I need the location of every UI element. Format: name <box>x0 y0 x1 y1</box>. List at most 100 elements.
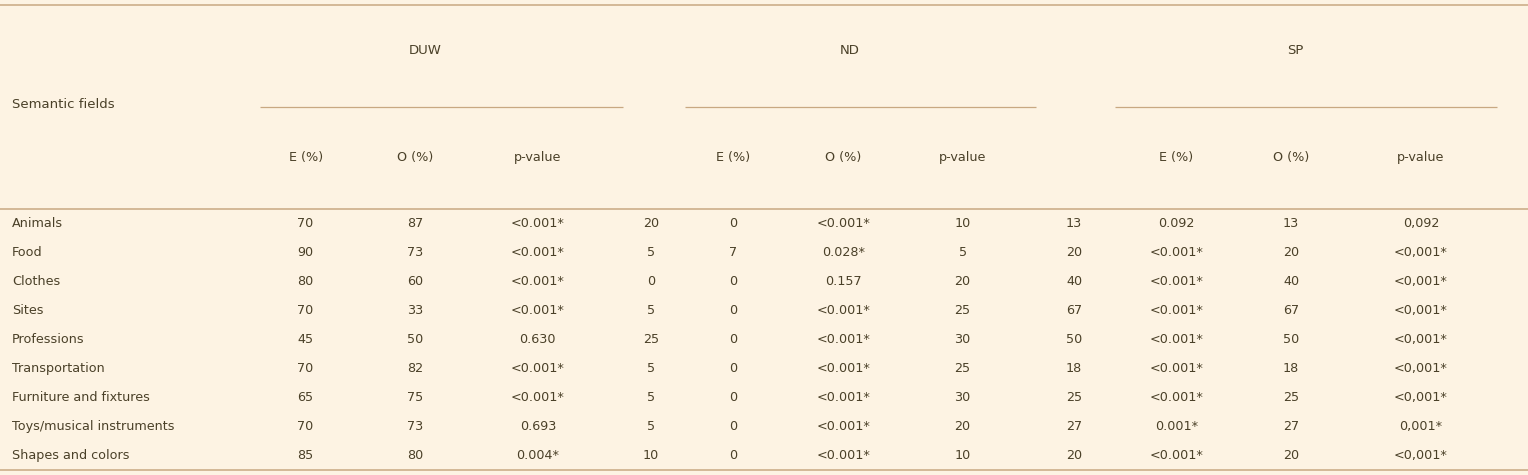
Text: Transportation: Transportation <box>12 362 105 375</box>
Text: 7: 7 <box>729 246 738 259</box>
Text: O (%): O (%) <box>397 152 434 164</box>
Text: <0.001*: <0.001* <box>510 217 565 230</box>
Text: 0: 0 <box>729 304 738 317</box>
Text: 50: 50 <box>1067 333 1082 346</box>
Text: <0.001*: <0.001* <box>1149 275 1204 288</box>
Text: 40: 40 <box>1284 275 1299 288</box>
Text: 50: 50 <box>408 333 423 346</box>
Text: <0,001*: <0,001* <box>1394 333 1449 346</box>
Text: ND: ND <box>839 44 860 57</box>
Text: 0: 0 <box>729 449 738 462</box>
Text: <0.001*: <0.001* <box>510 304 565 317</box>
Text: Semantic fields: Semantic fields <box>12 98 115 111</box>
Text: 20: 20 <box>1284 246 1299 259</box>
Text: <0.001*: <0.001* <box>1149 362 1204 375</box>
Text: 0.630: 0.630 <box>520 333 556 346</box>
Text: <0.001*: <0.001* <box>816 420 871 433</box>
Text: 20: 20 <box>955 275 970 288</box>
Text: 70: 70 <box>298 304 313 317</box>
Text: Professions: Professions <box>12 333 86 346</box>
Text: <0.001*: <0.001* <box>510 246 565 259</box>
Text: <0.001*: <0.001* <box>1149 449 1204 462</box>
Text: Clothes: Clothes <box>12 275 61 288</box>
Text: 30: 30 <box>955 391 970 404</box>
Text: 80: 80 <box>408 449 423 462</box>
Text: Shapes and colors: Shapes and colors <box>12 449 130 462</box>
Text: 0.004*: 0.004* <box>516 449 559 462</box>
Text: 75: 75 <box>408 391 423 404</box>
Text: 27: 27 <box>1067 420 1082 433</box>
Text: <0.001*: <0.001* <box>510 391 565 404</box>
Text: 5: 5 <box>646 362 656 375</box>
Text: O (%): O (%) <box>825 152 862 164</box>
Text: <0.001*: <0.001* <box>816 217 871 230</box>
Text: SP: SP <box>1288 44 1303 57</box>
Text: 0.001*: 0.001* <box>1155 420 1198 433</box>
Text: 0: 0 <box>729 275 738 288</box>
Text: 25: 25 <box>1284 391 1299 404</box>
Text: 0.693: 0.693 <box>520 420 556 433</box>
Text: 20: 20 <box>1067 449 1082 462</box>
Text: 33: 33 <box>408 304 423 317</box>
Text: 20: 20 <box>1067 246 1082 259</box>
Text: 0.092: 0.092 <box>1158 217 1195 230</box>
Text: <0.001*: <0.001* <box>816 304 871 317</box>
Text: DUW: DUW <box>408 44 442 57</box>
Text: 5: 5 <box>646 420 656 433</box>
Text: <0.001*: <0.001* <box>816 333 871 346</box>
Text: 5: 5 <box>646 391 656 404</box>
Text: Furniture and fixtures: Furniture and fixtures <box>12 391 150 404</box>
Text: 40: 40 <box>1067 275 1082 288</box>
Text: 10: 10 <box>643 449 659 462</box>
Text: <0.001*: <0.001* <box>1149 391 1204 404</box>
Text: 13: 13 <box>1067 217 1082 230</box>
Text: <0,001*: <0,001* <box>1394 246 1449 259</box>
Text: <0,001*: <0,001* <box>1394 391 1449 404</box>
Text: <0.001*: <0.001* <box>1149 304 1204 317</box>
Text: 70: 70 <box>298 420 313 433</box>
Text: 45: 45 <box>298 333 313 346</box>
Text: 85: 85 <box>298 449 313 462</box>
Text: 10: 10 <box>955 449 970 462</box>
Text: 70: 70 <box>298 362 313 375</box>
Text: 10: 10 <box>955 217 970 230</box>
Text: 5: 5 <box>958 246 967 259</box>
Text: 70: 70 <box>298 217 313 230</box>
Text: <0,001*: <0,001* <box>1394 449 1449 462</box>
Text: 82: 82 <box>408 362 423 375</box>
Text: Sites: Sites <box>12 304 44 317</box>
Text: p-value: p-value <box>1397 152 1445 164</box>
Text: <0,001*: <0,001* <box>1394 304 1449 317</box>
Text: 65: 65 <box>298 391 313 404</box>
Text: 25: 25 <box>955 362 970 375</box>
Text: <0.001*: <0.001* <box>816 362 871 375</box>
Text: p-value: p-value <box>513 152 562 164</box>
Text: <0.001*: <0.001* <box>1149 333 1204 346</box>
Text: 5: 5 <box>646 304 656 317</box>
Text: Animals: Animals <box>12 217 63 230</box>
Text: <0,001*: <0,001* <box>1394 275 1449 288</box>
Text: 27: 27 <box>1284 420 1299 433</box>
Text: 0,092: 0,092 <box>1403 217 1439 230</box>
Text: E (%): E (%) <box>717 152 750 164</box>
Text: Toys/musical instruments: Toys/musical instruments <box>12 420 174 433</box>
Text: <0.001*: <0.001* <box>816 449 871 462</box>
Text: 0: 0 <box>729 217 738 230</box>
Text: 0: 0 <box>729 391 738 404</box>
Text: 0: 0 <box>729 333 738 346</box>
Text: 0: 0 <box>646 275 656 288</box>
Text: 80: 80 <box>298 275 313 288</box>
Text: O (%): O (%) <box>1273 152 1309 164</box>
Text: 0: 0 <box>729 420 738 433</box>
Text: E (%): E (%) <box>289 152 322 164</box>
Text: 25: 25 <box>955 304 970 317</box>
Text: 0: 0 <box>729 362 738 375</box>
Text: 18: 18 <box>1284 362 1299 375</box>
Text: 60: 60 <box>408 275 423 288</box>
Text: 20: 20 <box>1284 449 1299 462</box>
Text: Food: Food <box>12 246 43 259</box>
Text: 90: 90 <box>298 246 313 259</box>
Text: E (%): E (%) <box>1160 152 1193 164</box>
Text: <0.001*: <0.001* <box>1149 246 1204 259</box>
Text: 0,001*: 0,001* <box>1400 420 1442 433</box>
